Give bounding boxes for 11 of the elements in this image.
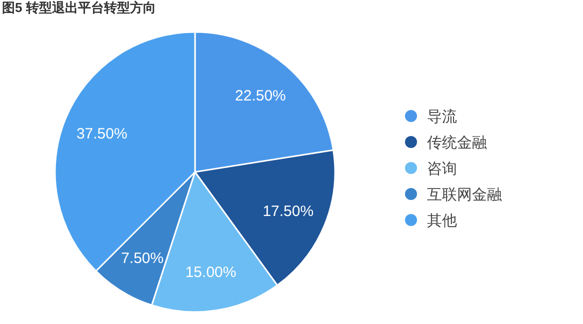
legend-label: 咨询 xyxy=(427,160,457,178)
data-label: 17.50% xyxy=(262,202,314,220)
data-label: 22.50% xyxy=(235,88,286,105)
data-label: 15.00% xyxy=(185,264,236,281)
legend-label: 传统金融 xyxy=(427,134,487,152)
legend-label: 其他 xyxy=(427,212,457,230)
chart-title: 图5 转型退出平台转型方向 xyxy=(2,0,156,15)
data-label: 37.50% xyxy=(76,126,128,143)
data-label: 7.50% xyxy=(121,250,164,268)
legend-label: 导流 xyxy=(427,108,457,126)
legend-label: 互联网金融 xyxy=(427,186,502,204)
